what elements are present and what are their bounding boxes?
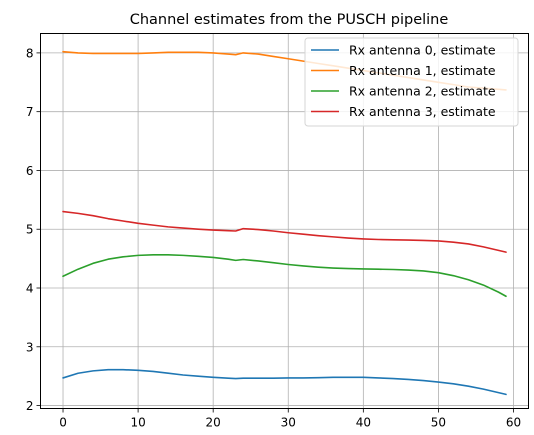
x-tick-label: 10 [130, 416, 145, 430]
legend-label-1: Rx antenna 1, estimate [349, 63, 496, 78]
x-tick-label: 50 [431, 416, 446, 430]
x-tick-label: 20 [206, 416, 221, 430]
series-line-3 [62, 210, 507, 253]
y-tick-label: 6 [26, 164, 34, 178]
y-tick-label: 7 [26, 105, 34, 119]
y-tick-label: 5 [26, 223, 34, 237]
legend-box [304, 37, 519, 127]
y-tick-label: 2 [26, 399, 34, 413]
y-tick-label: 8 [26, 46, 34, 60]
plot-frame [40, 33, 529, 409]
x-tick-label: 40 [356, 416, 371, 430]
y-tick-label: 4 [26, 282, 34, 296]
series-line-2 [62, 254, 507, 298]
legend-label-0: Rx antenna 0, estimate [349, 43, 496, 58]
legend-label-3: Rx antenna 3, estimate [349, 104, 496, 119]
y-tick-label: 3 [26, 340, 34, 354]
series-line-0 [62, 368, 507, 396]
x-tick-label: 60 [506, 416, 521, 430]
legend-label-2: Rx antenna 2, estimate [349, 84, 496, 99]
chart-title: Channel estimates from the PUSCH pipelin… [130, 12, 449, 28]
axis-ticks: 0 10 20 30 40 50 60 2 3 4 5 6 7 8 [26, 46, 521, 429]
x-tick-label: 0 [59, 416, 67, 430]
legend: Rx antenna 0, estimate Rx antenna 1, esti… [304, 37, 519, 127]
x-tick-label: 30 [281, 416, 296, 430]
